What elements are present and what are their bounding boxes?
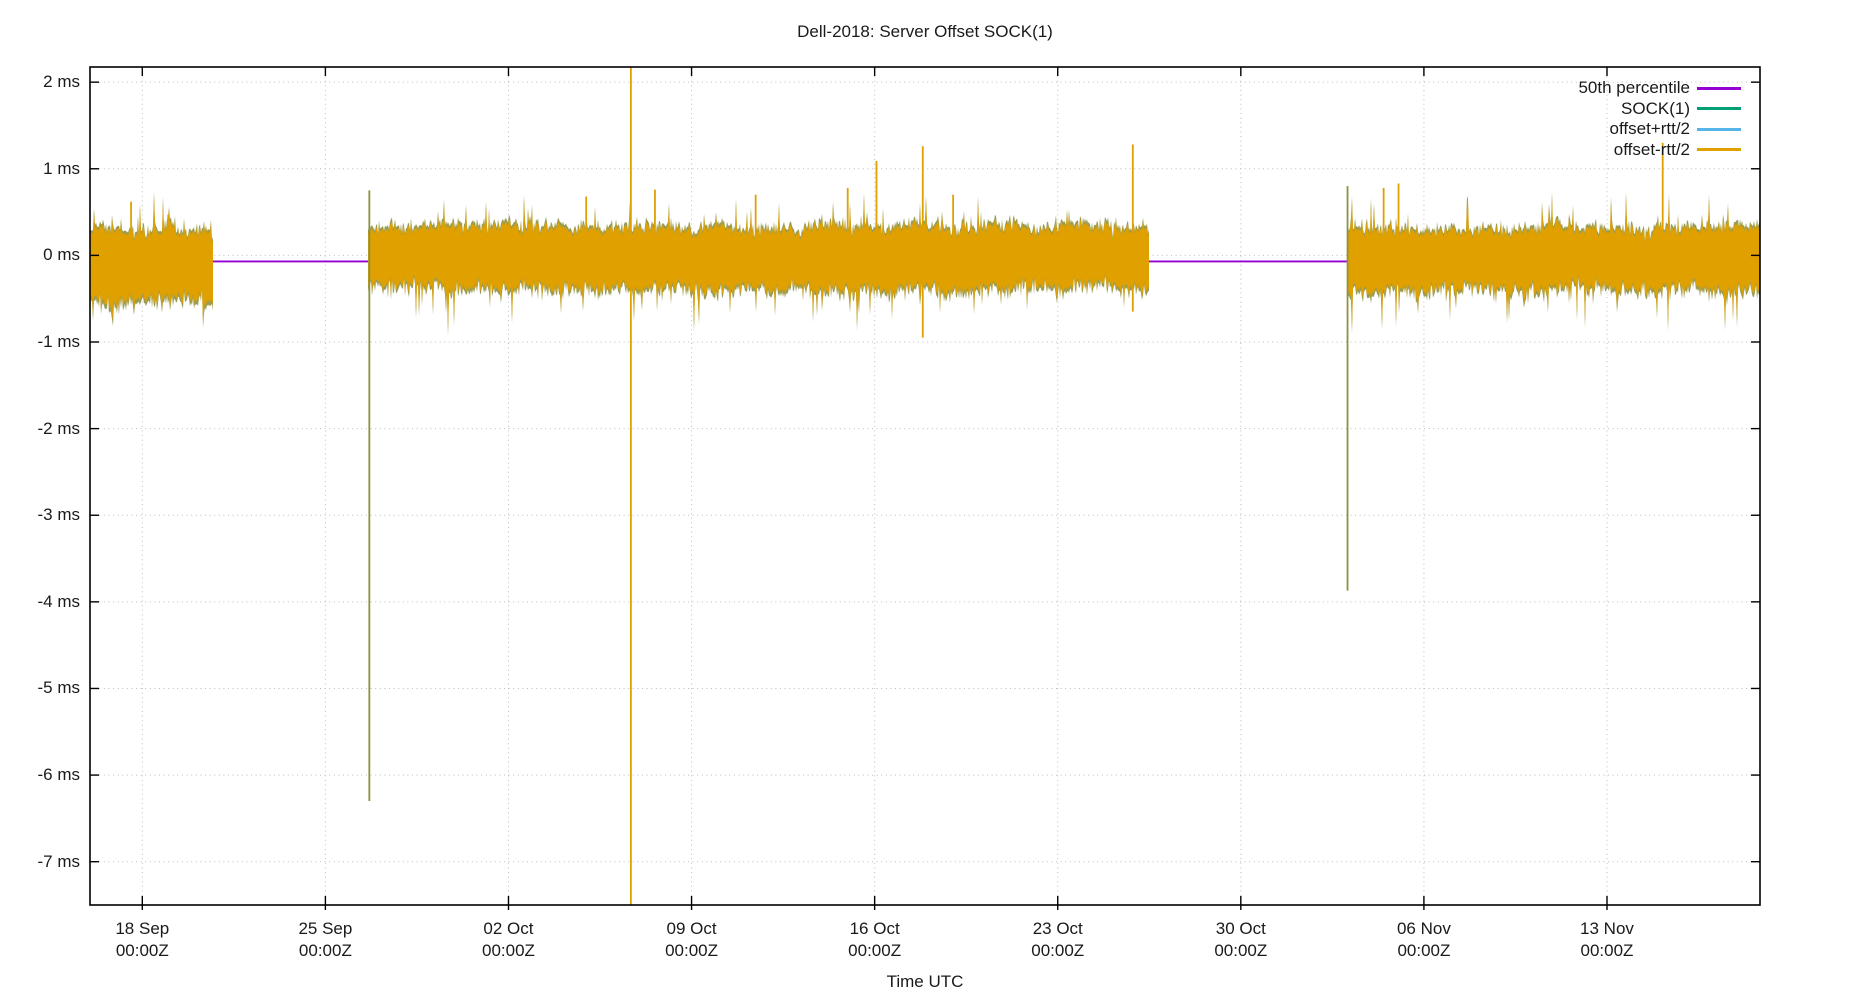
legend-swatch-sock1	[1697, 107, 1741, 110]
x-tick-time: 00:00Z	[1031, 941, 1085, 960]
x-tick-date: 23 Oct	[1032, 919, 1083, 938]
x-tick-time: 00:00Z	[665, 941, 719, 960]
y-tick-label: -3 ms	[37, 505, 81, 525]
x-tick-label: 16 Oct 00:00Z	[805, 918, 945, 962]
y-tick-label: -2 ms	[37, 418, 81, 438]
x-tick-time: 00:00Z	[115, 941, 169, 960]
x-tick-label: 18 Sep 00:00Z	[72, 918, 212, 962]
series-offset-minus-rtt2-band	[368, 197, 1149, 331]
y-tick-label: 1 ms	[43, 158, 80, 178]
legend-label-sock1: SOCK(1)	[1621, 98, 1690, 118]
x-tick-date: 30 Oct	[1215, 919, 1266, 938]
x-tick-time: 00:00Z	[482, 941, 535, 960]
x-tick-date: 02 Oct	[483, 919, 534, 938]
x-tick-label: 25 Sep 00:00Z	[255, 918, 395, 962]
legend-label-50th-percentile: 50th percentile	[1578, 78, 1690, 97]
x-tick-label: 09 Oct 00:00Z	[622, 918, 762, 962]
legend-swatch-offset-plus-rtt2	[1697, 127, 1741, 131]
x-tick-date: 18 Sep	[115, 919, 170, 938]
legend-label-offset-plus-rtt2: offset+rtt/2	[1609, 119, 1690, 138]
legend-swatch-offset-minus-rtt2	[1697, 148, 1741, 151]
y-tick-label: -7 ms	[37, 851, 81, 871]
x-tick-time: 00:00Z	[848, 941, 902, 960]
y-tick-label: -5 ms	[37, 678, 81, 698]
x-tick-time: 00:00Z	[298, 941, 352, 960]
x-tick-date: 16 Oct	[849, 919, 900, 938]
x-tick-label: 13 Nov 00:00Z	[1537, 918, 1677, 962]
x-tick-time: 00:00Z	[1580, 941, 1634, 960]
chart-title: Dell-2018: Server Offset SOCK(1)	[797, 22, 1053, 41]
series-offset-minus-rtt2-band	[90, 196, 213, 323]
x-tick-label: 06 Nov 00:00Z	[1354, 918, 1494, 962]
legend-swatch-50th-percentile	[1697, 86, 1741, 90]
y-tick-label: 0 ms	[43, 245, 80, 265]
series-offset-minus-rtt2-band	[1347, 197, 1760, 328]
x-tick-time: 00:00Z	[1214, 941, 1268, 960]
x-tick-label: 30 Oct 00:00Z	[1171, 918, 1311, 962]
y-tick-label: 2 ms	[43, 72, 80, 92]
x-tick-time: 00:00Z	[1397, 941, 1451, 960]
x-tick-date: 13 Nov	[1580, 919, 1634, 938]
x-tick-date: 06 Nov	[1396, 919, 1451, 938]
y-tick-label: -1 ms	[37, 332, 81, 351]
legend-label-offset-minus-rtt2: offset-rtt/2	[1613, 139, 1690, 159]
plot-border	[89, 66, 1761, 906]
x-tick-label: 02 Oct 00:00Z	[438, 918, 578, 962]
x-tick-label: 23 Oct 00:00Z	[988, 918, 1128, 962]
y-tick-label: -6 ms	[37, 765, 81, 785]
x-tick-date: 09 Oct	[666, 919, 717, 938]
y-tick-label: -4 ms	[37, 591, 81, 611]
x-tick-date: 25 Sep	[298, 919, 353, 938]
x-axis-title: Time UTC	[886, 972, 964, 991]
